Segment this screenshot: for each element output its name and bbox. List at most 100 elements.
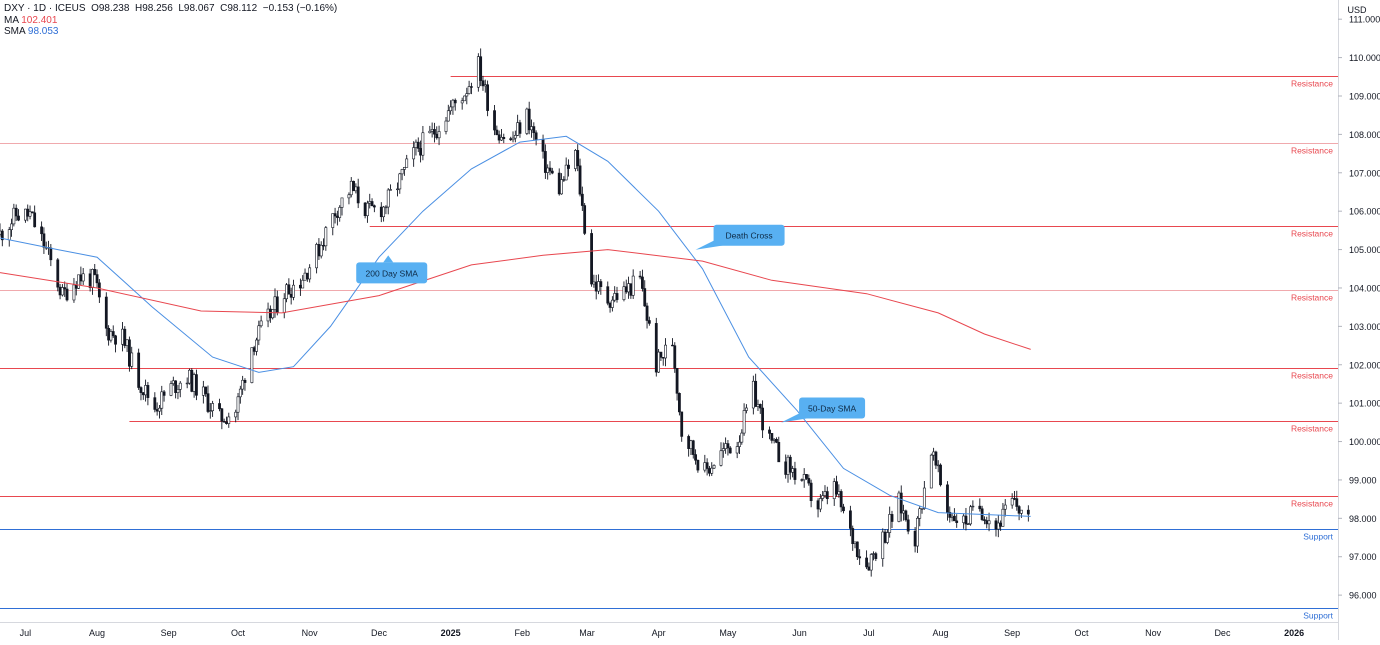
x-tick-label: Jul [863, 628, 875, 638]
callout-pointer [383, 255, 394, 263]
candle-body [433, 129, 436, 135]
x-tick-label: Aug [933, 628, 949, 638]
candle-body [319, 244, 323, 257]
candle-body [398, 173, 402, 190]
candle-body [675, 368, 679, 394]
candle-body [26, 208, 30, 217]
candle-body [788, 456, 792, 473]
high-value: H98.256 [135, 3, 173, 14]
candle-body [185, 382, 189, 385]
candle-body [255, 339, 258, 352]
candle-body [527, 108, 531, 131]
y-tick-label: 104.000 [1349, 283, 1380, 293]
candle-body [470, 86, 473, 88]
candle-body [88, 273, 92, 288]
candle-body [548, 167, 552, 172]
callout-box [356, 262, 428, 284]
candle-body [654, 323, 658, 373]
x-tick-label: Aug [89, 628, 105, 638]
y-tick-label: 105.000 [1349, 245, 1380, 255]
candle-body [883, 531, 887, 543]
ma-row[interactable]: MA 102.401 [4, 15, 337, 27]
candle-body [252, 347, 256, 352]
candle-body [574, 150, 577, 169]
y-tick-label: 111.000 [1349, 15, 1380, 25]
candle-body [435, 133, 439, 139]
x-tick-label: Oct [231, 628, 246, 638]
x-tick-label: Nov [302, 628, 319, 638]
candle-body [756, 404, 760, 407]
low-value: L98.067 [178, 3, 215, 14]
candle-body [629, 283, 633, 296]
candle-body [121, 328, 124, 345]
candle-body [745, 407, 748, 411]
close-value: C98.112 [220, 3, 258, 14]
candle-body [680, 411, 684, 437]
callout-pointer [781, 411, 814, 423]
candle-body [754, 380, 758, 407]
candle-body [60, 287, 64, 296]
candle-body [125, 339, 129, 346]
candle-body [802, 474, 806, 481]
candle-body [58, 286, 62, 296]
candle-body [983, 519, 986, 521]
candle-body [758, 404, 762, 409]
candle-body [63, 287, 67, 290]
candle-body [687, 436, 691, 449]
candle-body [606, 286, 610, 304]
candle-body [275, 296, 279, 314]
candle-body [476, 56, 480, 88]
y-tick-label: 100.000 [1349, 437, 1380, 447]
callout-label: 200 Day SMA [366, 268, 419, 278]
candle-body [81, 273, 85, 282]
candle-body [382, 206, 386, 218]
sma-row[interactable]: SMA 98.053 [4, 26, 337, 38]
candle-body [352, 180, 355, 192]
symbol-line: DXY · 1D · ICEUS [4, 3, 86, 14]
candle-body [837, 491, 841, 495]
candle-body [509, 138, 513, 141]
candle-body [463, 95, 466, 102]
level-name: Resistance [1291, 146, 1333, 156]
candle-body [74, 284, 78, 289]
candle-body [740, 432, 744, 443]
candle-body [356, 186, 360, 204]
candle-body [835, 481, 838, 495]
candle-body [236, 396, 240, 413]
candle-body [777, 442, 781, 463]
candle-body [273, 296, 277, 310]
candle-body [139, 387, 143, 393]
candle-body [721, 448, 725, 452]
candle-body [123, 328, 127, 346]
series-layer [0, 135, 1031, 517]
candle-body [987, 520, 991, 525]
y-tick-label: 108.000 [1349, 130, 1380, 140]
candle-body [24, 208, 27, 221]
candle-body [354, 186, 358, 192]
candle-body [832, 481, 836, 500]
candles-layer [0, 48, 1030, 577]
candle-body [340, 197, 344, 208]
candle-body [315, 244, 318, 269]
candle-body [141, 392, 145, 396]
candle-body [405, 158, 409, 168]
levels-layer: Resistance109.530Resistance107.768Resist… [0, 70, 1379, 621]
x-tick-label: Dec [371, 628, 388, 638]
candle-body [874, 553, 878, 559]
candle-body [592, 281, 596, 285]
candle-body [1026, 509, 1030, 515]
sma-line [0, 135, 1031, 517]
candle-body [372, 205, 376, 208]
candle-body [333, 213, 337, 217]
candle-body [128, 339, 131, 367]
candle-body [971, 505, 975, 508]
candle-body [190, 369, 194, 392]
candle-body [647, 320, 651, 324]
candle-body [719, 450, 723, 466]
candle-body [174, 380, 178, 393]
candle-body [881, 531, 885, 559]
level-name: Resistance [1291, 229, 1333, 239]
candle-body [483, 84, 487, 87]
